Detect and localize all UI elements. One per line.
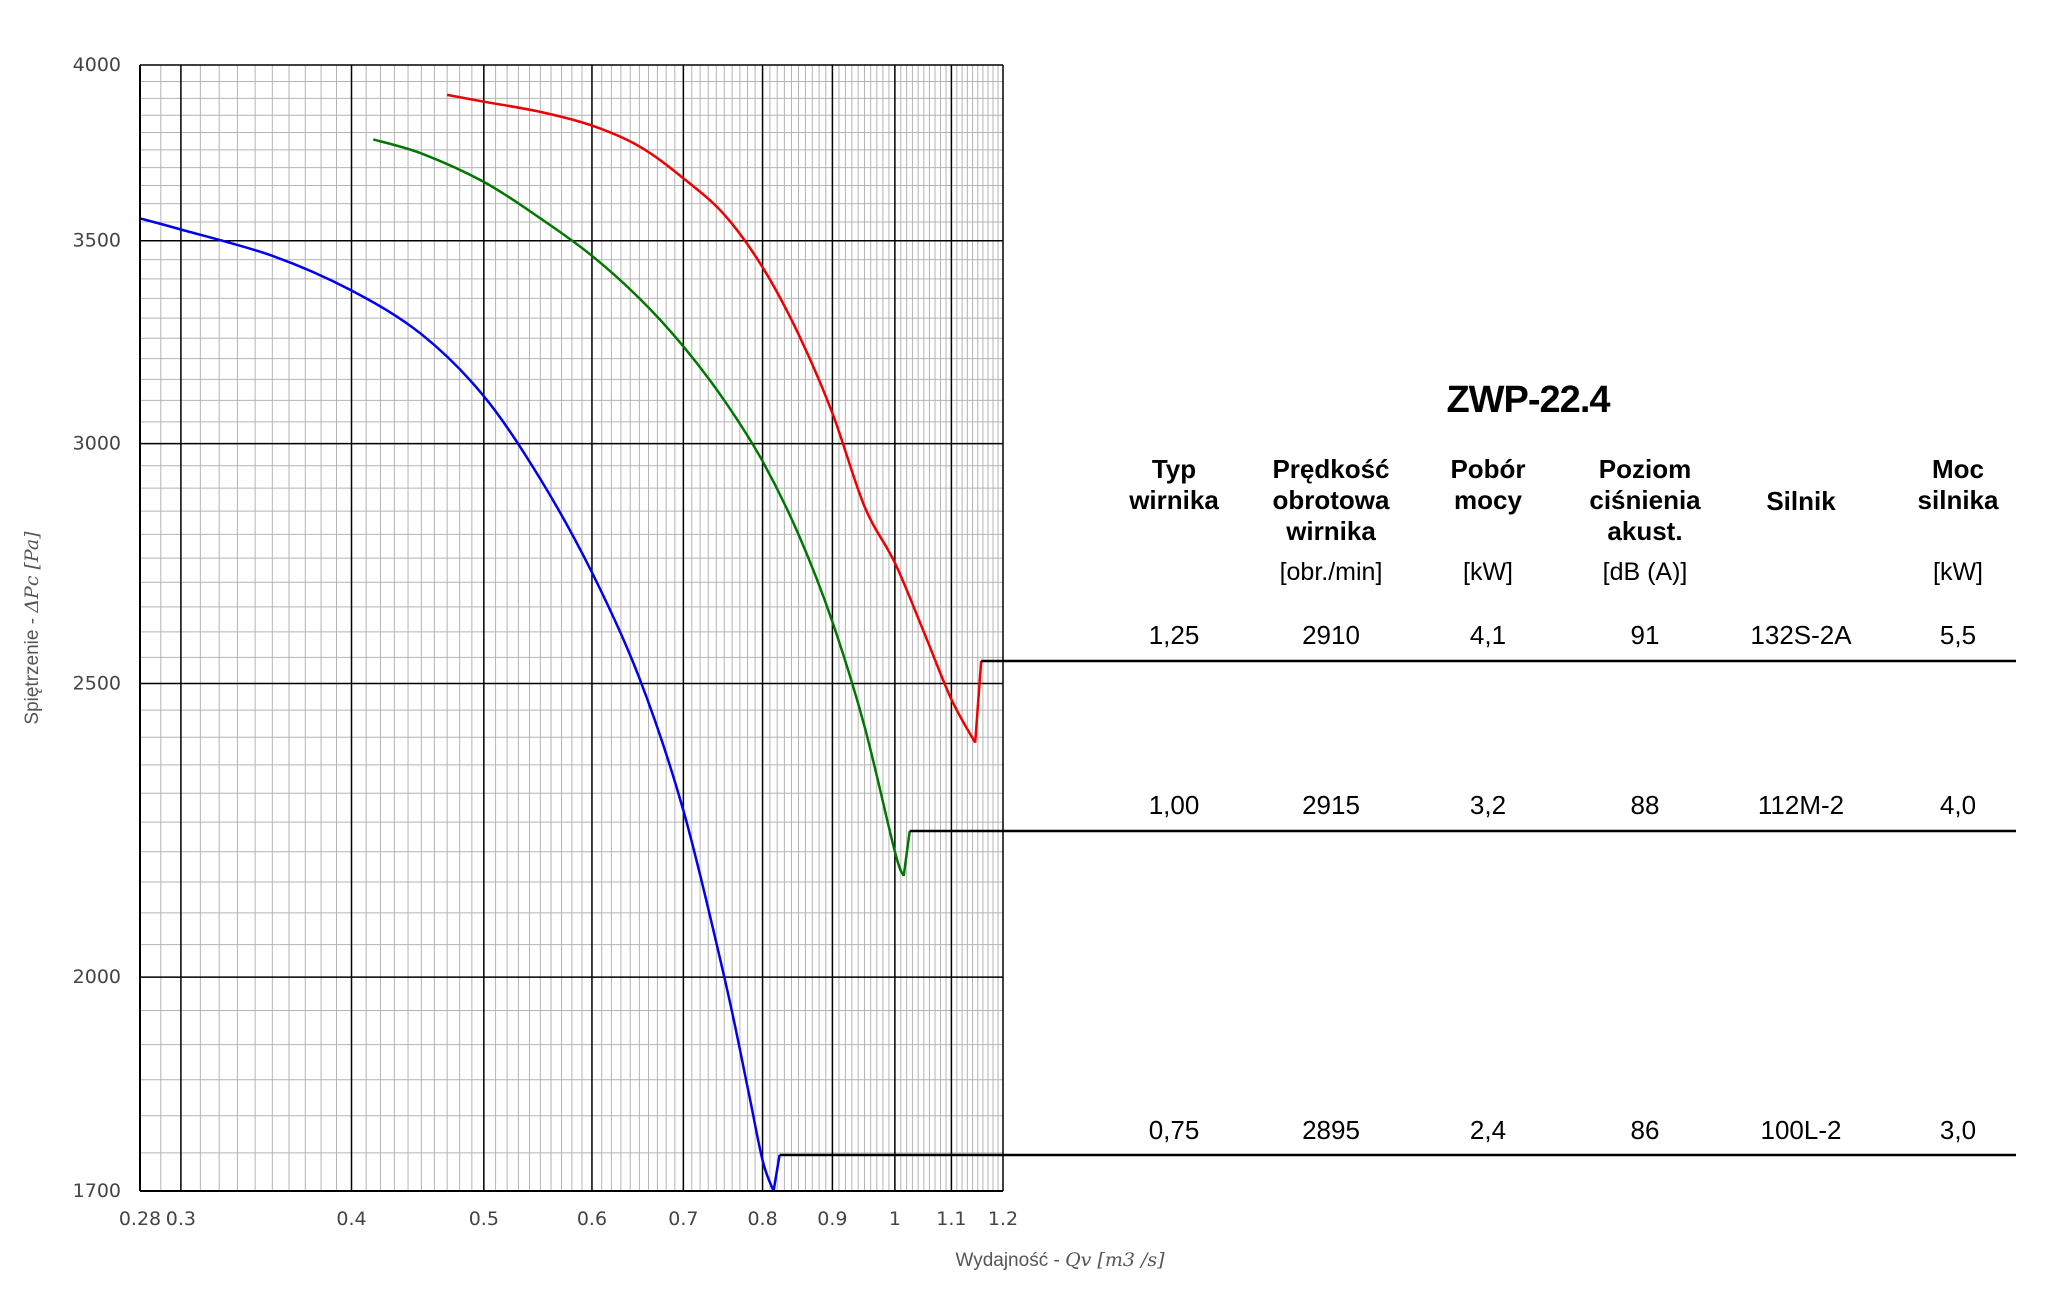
- x-tick-label: 0.5: [469, 1208, 499, 1230]
- table-cell: 2895: [1302, 1115, 1360, 1145]
- table-header-unit: [kW]: [1933, 558, 1983, 586]
- curve-end-drop: [973, 660, 983, 743]
- axis-tick-labels: 0.28 0.3 0.4 0.5 0.6 0.7 0.8 0.9 1 1.1 1.2 1700 2000…: [73, 54, 1018, 1230]
- x-tick-label: 0.8: [747, 1208, 777, 1230]
- major-grid: [140, 64, 1004, 1191]
- table-cell: 2915: [1302, 790, 1360, 820]
- table-cell: 4,0: [1940, 790, 1976, 820]
- table-header-unit: [dB (A)]: [1603, 558, 1688, 586]
- table-header-unit: [obr./min]: [1280, 558, 1383, 586]
- table-header-label: wirnika: [1285, 516, 1376, 546]
- table-cell: 4,1: [1470, 620, 1506, 650]
- x-tick-label: 0.3: [166, 1208, 196, 1230]
- x-tick-label: 0.7: [668, 1208, 698, 1230]
- table-header-label: Pobór: [1450, 454, 1525, 484]
- table-cell: 88: [1631, 790, 1660, 820]
- performance-curves: [139, 93, 977, 1192]
- y-tick-label: 1700: [73, 1180, 121, 1202]
- table-headers: TypwirnikaPrędkośćobrotowawirnika[obr./m…: [1128, 454, 1999, 586]
- table-cell: 2,4: [1470, 1115, 1506, 1145]
- table-header-label: ciśnienia: [1589, 485, 1701, 515]
- table-header-label: silnika: [1918, 485, 1999, 515]
- table-header-label: Moc: [1932, 454, 1984, 484]
- table-cell: 132S-2A: [1750, 620, 1852, 650]
- table-header-label: Poziom: [1599, 454, 1691, 484]
- curve-to-row-leader-lines: [772, 659, 2016, 1192]
- table-header-label: Silnik: [1766, 486, 1836, 516]
- y-tick-label: 2000: [73, 966, 121, 988]
- x-tick-label: 0.28: [119, 1208, 161, 1230]
- table-cell: 112M-2: [1758, 790, 1844, 820]
- y-tick-label: 4000: [73, 54, 121, 76]
- curve-end-drop: [902, 830, 911, 877]
- table-cell: 0,75: [1149, 1115, 1200, 1145]
- table-rows: 1,25 2910 4,1 91 132S-2A 5,5 1,00 2915 3,2 88 112M…: [1149, 620, 1976, 1145]
- curve-line-1: [372, 138, 905, 877]
- y-tick-label: 3000: [73, 433, 121, 455]
- table-cell: 2910: [1302, 620, 1360, 650]
- table-header-unit: [kW]: [1463, 558, 1513, 586]
- table-header-label: obrotowa: [1273, 485, 1391, 515]
- table-cell: 1,00: [1149, 790, 1200, 820]
- x-tick-label: 1.1: [936, 1208, 966, 1230]
- x-tick-label: 1: [889, 1208, 901, 1230]
- y-tick-label: 2500: [73, 672, 121, 694]
- x-axis-title: Wydajność - Qv [m3 /s]: [955, 1249, 1165, 1271]
- table-cell: 100L-2: [1761, 1115, 1842, 1145]
- table-header-label: wirnika: [1128, 485, 1219, 515]
- table-cell: 1,25: [1149, 620, 1200, 650]
- x-tick-label: 0.9: [817, 1208, 847, 1230]
- minor-grid: [140, 65, 1003, 1191]
- table-cell: 3,0: [1940, 1115, 1976, 1145]
- table-cell: 91: [1631, 620, 1660, 650]
- x-tick-label: 0.4: [336, 1208, 366, 1230]
- table-cell: 86: [1631, 1115, 1660, 1145]
- y-axis-title: Spiętrzenie - ΔPc [Pa]: [21, 531, 43, 725]
- table-header-label: akust.: [1607, 516, 1682, 546]
- curve-line-2: [446, 93, 977, 744]
- y-tick-label: 3500: [73, 230, 121, 252]
- curve-end-drop: [772, 1154, 781, 1192]
- table-cell: 5,5: [1940, 620, 1976, 650]
- x-tick-label: 0.6: [577, 1208, 607, 1230]
- table-title: ZWP-22.4: [1446, 379, 1610, 421]
- table-header-label: mocy: [1454, 485, 1522, 515]
- table-cell: 3,2: [1470, 790, 1506, 820]
- x-tick-label: 1.2: [988, 1208, 1018, 1230]
- table-header-label: Typ: [1152, 454, 1196, 484]
- curve-line-0: [139, 217, 775, 1192]
- performance-table: ZWP-22.4 TypwirnikaPrędkośćobrotowawirni…: [1128, 379, 1999, 1145]
- table-header-label: Prędkość: [1272, 454, 1389, 484]
